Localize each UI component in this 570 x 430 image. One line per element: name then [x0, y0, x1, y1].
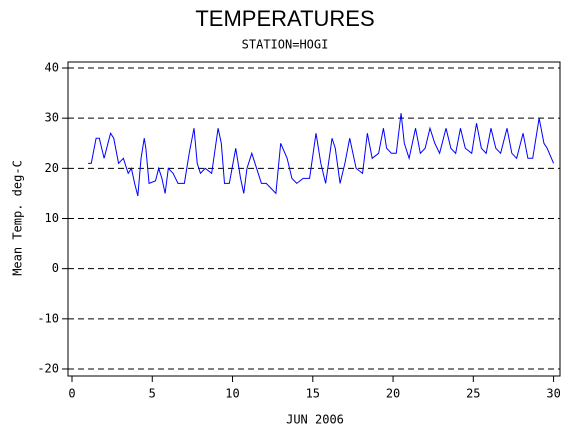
plot-frame — [67, 61, 561, 377]
x-tick-label: 0 — [68, 387, 75, 401]
y-tick-label: -20 — [37, 361, 59, 375]
y-axis-label: Mean Temp. deg-C — [11, 160, 25, 276]
y-tick-label: 20 — [45, 161, 59, 175]
chart-title: TEMPERATURES — [195, 6, 374, 31]
y-tick-label: -10 — [37, 311, 59, 325]
x-tick-label: 25 — [466, 387, 480, 401]
x-tick-label: 15 — [306, 387, 320, 401]
y-tick-label: 10 — [45, 211, 59, 225]
y-tick-label: 30 — [45, 111, 59, 125]
y-tick-label: 0 — [52, 261, 59, 275]
line-series — [88, 113, 555, 197]
x-tick-label: 20 — [386, 387, 400, 401]
x-tick-label: 5 — [149, 387, 156, 401]
x-axis-label: JUN 2006 — [286, 413, 344, 427]
chart-subtitle: STATION=HOGI — [242, 38, 329, 52]
x-tick-label: 30 — [546, 387, 560, 401]
y-tick-label: 40 — [45, 61, 59, 75]
x-tick-label: 10 — [225, 387, 239, 401]
